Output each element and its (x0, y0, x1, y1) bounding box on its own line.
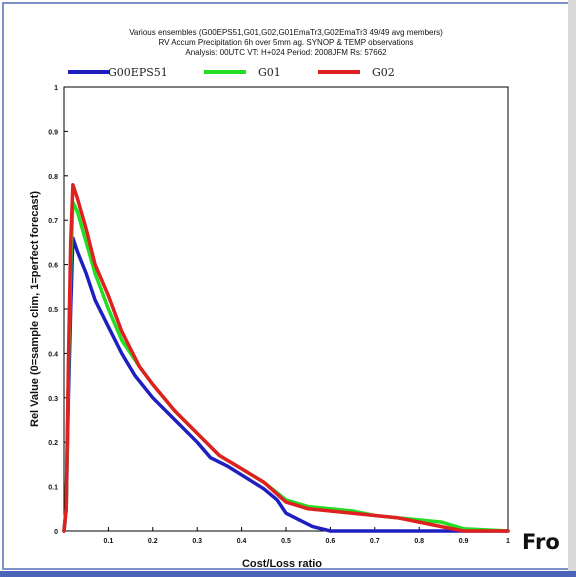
y-tick-label: 0.7 (48, 218, 58, 225)
y-tick-label: 0.9 (48, 129, 58, 136)
x-tick-label: 1 (506, 538, 510, 545)
legend-label: G02 (372, 66, 395, 79)
y-tick-label: 0.1 (48, 485, 58, 492)
y-tick-label: 0.2 (48, 440, 58, 447)
chart-title-line: Analysis: 00UTC VT: H+024 Period: 2008JF… (185, 48, 387, 57)
x-tick-label: 0.5 (281, 538, 291, 545)
y-axis-label: Rel Value (0=sample clim, 1=perfect fore… (29, 191, 41, 427)
y-tick-label: 1 (54, 85, 58, 92)
chart-title-line: Various ensembles (G00EPS51,G01,G02,G01E… (129, 28, 443, 37)
plot-frame (63, 86, 509, 532)
chart-axes (63, 86, 509, 532)
series-line-g00eps51 (62, 236, 510, 533)
legend-label: G01 (258, 66, 281, 79)
chart-title: Various ensembles (G00EPS51,G01,G02,G01E… (129, 28, 443, 57)
y-tick-label: 0.4 (48, 351, 58, 358)
y-tick-label: 0.5 (48, 307, 58, 314)
x-tick-label: 0.3 (192, 538, 202, 545)
legend-label: G00EPS51 (108, 66, 168, 79)
x-tick-label: 0.1 (104, 538, 114, 545)
right-edge-bar (568, 0, 576, 571)
chart-series (62, 182, 510, 533)
y-tick-label: 0.3 (48, 396, 58, 403)
x-axis-label: Cost/Loss ratio (242, 558, 322, 570)
y-tick-label: 0.6 (48, 263, 58, 270)
chart-legend: G00EPS51 G01 G02 (68, 66, 395, 79)
slide-frame (2, 2, 570, 570)
y-tick-label: 0.8 (48, 174, 58, 181)
x-tick-label: 0.8 (414, 538, 424, 545)
x-tick-label: 0.6 (326, 538, 336, 545)
x-tick-label: 0.2 (148, 538, 158, 545)
y-tick-label: 0 (54, 529, 58, 536)
axis-labels: 0 0.1 0.2 0.3 0.4 0.5 0.6 0.7 0.8 0.9 1 0.1 0.2 0.3 0.… (29, 85, 510, 570)
chart-title-line: RV Accum Precipitation 6h over 5mm ag. S… (158, 38, 413, 47)
x-tick-label: 0.7 (370, 538, 380, 545)
footer-text: Fro (522, 530, 560, 554)
x-tick-label: 0.9 (459, 538, 469, 545)
series-line-g02 (62, 182, 510, 533)
x-tick-label: 0.4 (237, 538, 247, 545)
bottom-edge-bar (0, 571, 576, 577)
